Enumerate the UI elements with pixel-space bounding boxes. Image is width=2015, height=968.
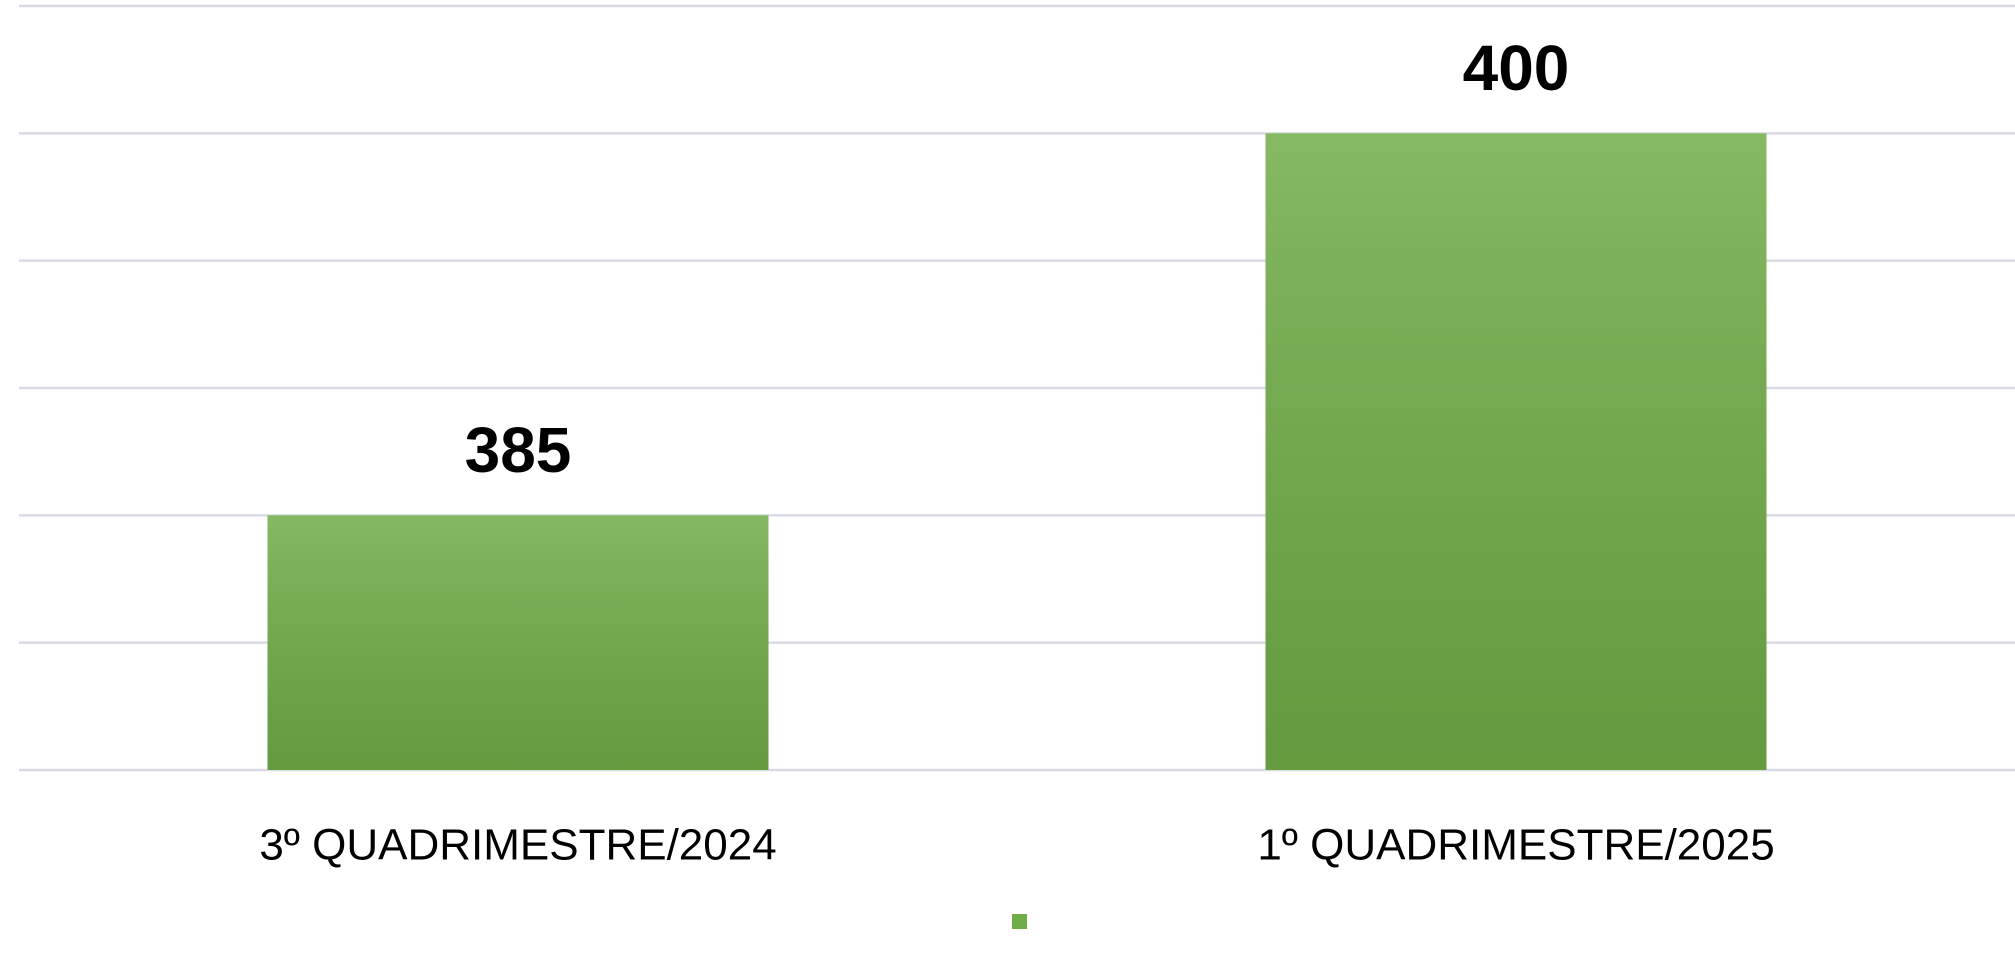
bar-shade bbox=[267, 515, 769, 770]
value-label: 385 bbox=[465, 414, 572, 486]
legend-marker bbox=[1012, 914, 1027, 929]
x-tick-label: 3º QUADRIMESTRE/2024 bbox=[259, 821, 776, 870]
x-tick-label: 1º QUADRIMESTRE/2025 bbox=[1257, 821, 1774, 870]
value-label: 400 bbox=[1463, 32, 1570, 104]
bar-shade bbox=[1265, 133, 1767, 771]
